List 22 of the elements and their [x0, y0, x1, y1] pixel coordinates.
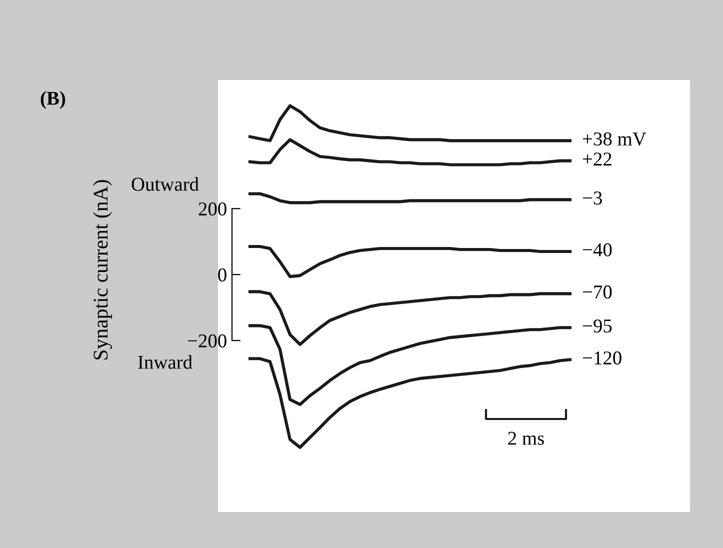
series-label: −95	[582, 319, 612, 333]
y-tick-label: −200	[188, 334, 226, 348]
text: Inward	[138, 355, 192, 369]
line-series	[248, 192, 572, 204]
line-series	[248, 357, 572, 449]
series-label: +38 mV	[582, 132, 646, 146]
line-series	[248, 290, 572, 346]
line-series	[248, 104, 572, 142]
line-series	[248, 245, 572, 278]
series-label: −120	[582, 351, 622, 365]
line-series	[248, 138, 572, 166]
annotation: 2 ms	[508, 432, 544, 445]
series-label: −40	[582, 243, 612, 256]
line-series	[248, 324, 572, 406]
y-axis-title: Synaptic current (nA)	[93, 180, 112, 360]
series-label: −70	[582, 285, 612, 299]
text: Outward	[132, 177, 199, 191]
series-label: −3	[582, 192, 602, 205]
text: (B)	[40, 91, 66, 109]
y-tick-label: 200	[198, 202, 226, 216]
y-tick-label: 0	[218, 268, 226, 282]
series-label: +22	[582, 152, 612, 166]
